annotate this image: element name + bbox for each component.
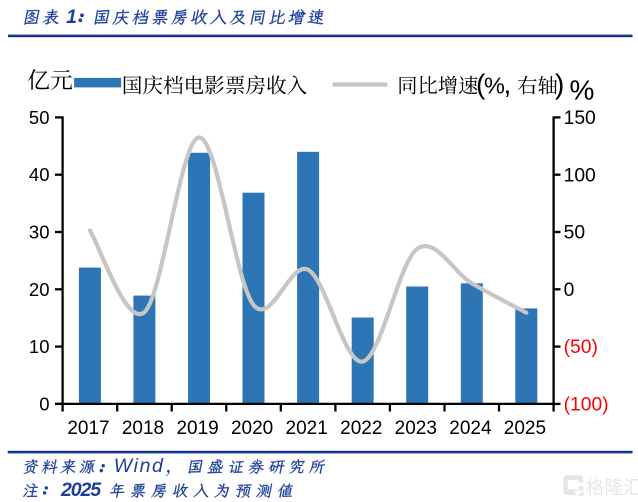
svg-text:2022: 2022 xyxy=(340,418,382,439)
svg-text:30: 30 xyxy=(29,222,50,243)
svg-text:2021: 2021 xyxy=(286,418,328,439)
svg-text:(100): (100) xyxy=(564,395,609,416)
svg-text:): ) xyxy=(555,69,564,100)
svg-text:2020: 2020 xyxy=(231,418,273,439)
svg-text:%: % xyxy=(484,73,505,99)
svg-text:50: 50 xyxy=(564,223,585,244)
svg-text:2017: 2017 xyxy=(67,418,109,439)
svg-text:50: 50 xyxy=(29,107,50,128)
svg-text:Wind: Wind xyxy=(114,455,165,477)
svg-text:%: % xyxy=(570,75,595,106)
svg-text:0: 0 xyxy=(39,393,49,414)
svg-text:(50): (50) xyxy=(564,337,598,358)
svg-text:2025: 2025 xyxy=(504,418,546,439)
svg-text:1: 1 xyxy=(66,7,77,28)
svg-text:2018: 2018 xyxy=(122,418,164,439)
svg-text:20: 20 xyxy=(29,279,50,300)
svg-text:100: 100 xyxy=(564,165,596,186)
svg-text:40: 40 xyxy=(29,164,50,185)
svg-text:2025: 2025 xyxy=(60,479,102,501)
svg-text:,: , xyxy=(504,69,512,100)
svg-text:150: 150 xyxy=(564,108,596,129)
svg-text:0: 0 xyxy=(564,280,575,301)
svg-text:2024: 2024 xyxy=(449,418,492,439)
svg-text:(: ( xyxy=(476,69,486,100)
svg-text:2019: 2019 xyxy=(176,418,218,439)
svg-text:10: 10 xyxy=(29,336,50,357)
svg-text:2023: 2023 xyxy=(395,418,437,439)
